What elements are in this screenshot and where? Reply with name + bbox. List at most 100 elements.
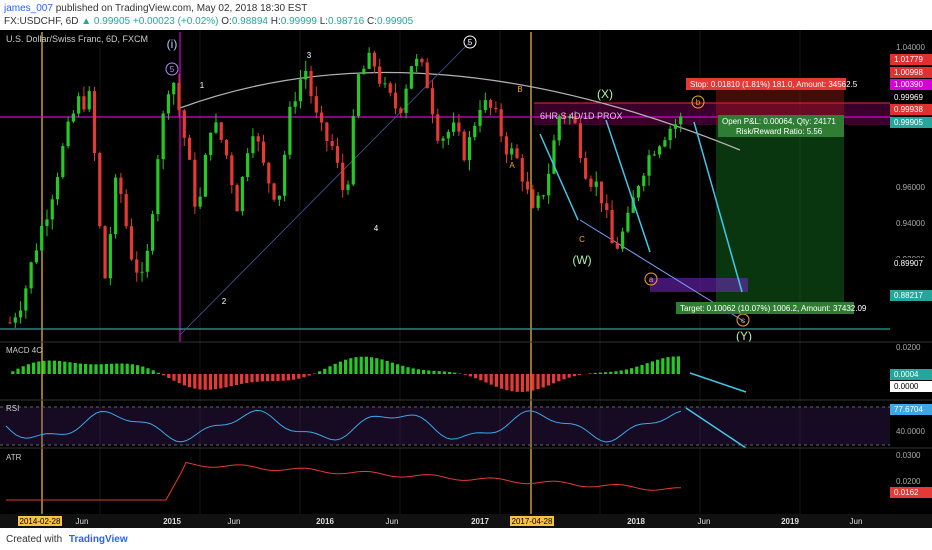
chart-area[interactable]: (i) 5 1 2 3 4 5 A B C (W) (X) a b c (Y) U.S. Dollar/Swi… <box>0 30 932 528</box>
macd-bar-98 <box>515 374 519 392</box>
macd-bar-47 <box>250 374 254 383</box>
zone-label: 6HR S 4D/1D PROX <box>540 111 623 121</box>
macd-bar-11 <box>63 361 67 374</box>
wave-circle-12 <box>644 272 658 286</box>
candle-body-2 <box>18 310 23 318</box>
candle-body-112 <box>599 181 604 204</box>
candle-body-4 <box>29 262 33 289</box>
macd-bar-13 <box>73 362 77 374</box>
publish-line: james_007 published on TradingView.com, … <box>4 3 307 14</box>
candle-body-15 <box>87 91 91 110</box>
candle-body-23 <box>129 226 134 260</box>
macd-bar-67 <box>354 357 358 374</box>
candle-body-96 <box>515 148 519 159</box>
atr-label-0: 0.0162 <box>894 488 919 497</box>
macd-bar-114 <box>598 372 602 374</box>
macd-bar-86 <box>453 372 457 374</box>
tradingview-logo[interactable]: TradingView <box>68 534 128 545</box>
macd-bar-23 <box>125 363 129 374</box>
macd-histogram <box>11 356 680 392</box>
time-tick-5: Jun <box>386 517 399 526</box>
candle-body-38 <box>209 132 213 155</box>
macd-bar-116 <box>609 371 613 374</box>
rsi-label-bg-0 <box>890 404 932 415</box>
macd-bar-125 <box>656 359 660 374</box>
candle-body-105 <box>562 115 567 119</box>
candle-body-30 <box>166 94 171 114</box>
time-tick-0: 2014-02-28 <box>20 517 61 526</box>
macd-bar-24 <box>130 364 134 374</box>
price-label-bg-0 <box>890 54 932 65</box>
arrow-1 <box>539 133 579 221</box>
macd-bar-35 <box>188 374 192 388</box>
macd-bar-29 <box>156 372 160 374</box>
macd-bar-79 <box>416 369 420 374</box>
macd-bar-93 <box>489 374 493 385</box>
stop-label-bg <box>686 78 846 90</box>
macd-bar-31 <box>167 374 171 379</box>
atr-title: ATR <box>6 453 22 462</box>
price-change: +0.00023 (+0.02%) <box>132 16 219 27</box>
created-with-text: Created with <box>6 534 63 545</box>
macd-bar-124 <box>650 361 654 374</box>
macd-bar-44 <box>234 374 238 386</box>
macd-bar-72 <box>380 359 384 374</box>
candle-body-73 <box>393 92 398 109</box>
price-chart-svg[interactable]: (i) 5 1 2 3 4 5 A B C (W) (X) a b c (Y) U.S. Dollar/Swi… <box>0 30 932 528</box>
candle-body-121 <box>647 155 651 176</box>
author-link[interactable]: james_007 <box>4 3 53 14</box>
wave-label-3: 2 <box>222 297 227 306</box>
macd-bar-4 <box>26 364 30 374</box>
macd-bar-39 <box>208 374 212 390</box>
time-tick-3: Jun <box>228 517 241 526</box>
candle-body-8 <box>50 199 54 220</box>
candle-body-20 <box>114 177 118 235</box>
macd-bar-74 <box>390 362 394 374</box>
wave-label-10: (W) <box>572 253 591 267</box>
macd-bar-68 <box>359 356 363 374</box>
macd-bar-80 <box>422 369 426 374</box>
macd-bar-64 <box>338 361 342 374</box>
candle-body-39 <box>214 122 218 133</box>
close-value: 0.99905 <box>376 16 414 27</box>
macd-bar-121 <box>635 366 639 374</box>
candle-body-53 <box>288 106 292 155</box>
macd-bar-73 <box>385 360 389 374</box>
wave-label-15: (Y) <box>736 329 752 343</box>
candle-body-5 <box>34 250 39 263</box>
close-label: C: <box>366 16 377 27</box>
candle-body-60 <box>325 122 329 142</box>
rsi-axis-0: 40.0000 <box>896 427 925 436</box>
arrow-3 <box>693 121 743 293</box>
macd-label-0: 0.0004 <box>894 370 919 379</box>
candle-body-48 <box>261 141 266 163</box>
macd-bar-26 <box>141 366 145 374</box>
open-value: 0.98894 <box>231 16 268 27</box>
macd-arrow <box>689 372 747 393</box>
macd-bar-54 <box>286 374 290 381</box>
candle-body-10 <box>61 146 65 178</box>
candle-body-22 <box>124 194 128 227</box>
candle-body-119 <box>636 186 641 198</box>
macd-bar-43 <box>229 374 233 387</box>
rsi-label-0: 77.6704 <box>894 405 923 414</box>
macd-bar-12 <box>68 362 72 374</box>
candle-body-50 <box>272 183 276 200</box>
price-label-7: 0.88217 <box>894 291 923 300</box>
price-label-2: 1.00390 <box>894 80 923 89</box>
candle-body-54 <box>293 101 297 107</box>
candle-body-122 <box>652 154 656 156</box>
macd-bar-28 <box>151 370 155 374</box>
price-label-3: 0.99969 <box>894 93 923 102</box>
candle-body-6 <box>40 225 44 251</box>
up-arrow-icon: ▲ <box>81 16 92 27</box>
wave-circle-13 <box>691 95 705 109</box>
footer-bar: Created with TradingView <box>0 528 932 550</box>
macd-bar-8 <box>47 360 51 374</box>
macd-bar-104 <box>546 374 550 386</box>
wave-label-6: 5 <box>468 38 473 47</box>
macd-bar-9 <box>52 360 56 374</box>
time-tick-6: 2017 <box>471 517 489 526</box>
candle-body-104 <box>557 115 561 141</box>
macd-bar-129 <box>676 356 680 374</box>
